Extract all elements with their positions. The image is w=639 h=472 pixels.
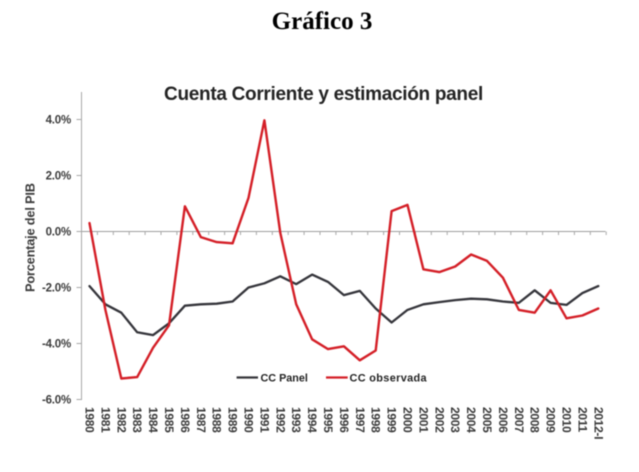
svg-text:2001: 2001	[416, 407, 430, 433]
svg-text:1992: 1992	[273, 407, 287, 433]
svg-text:1980: 1980	[83, 407, 97, 433]
svg-text:1988: 1988	[210, 407, 224, 433]
svg-text:Gráfico 3: Gráfico 3	[272, 8, 373, 35]
svg-text:2010: 2010	[560, 407, 574, 433]
svg-text:1986: 1986	[178, 407, 192, 433]
svg-text:1999: 1999	[385, 407, 399, 433]
svg-text:1984: 1984	[146, 407, 160, 433]
svg-text:1983: 1983	[130, 407, 144, 433]
svg-text:2006: 2006	[496, 407, 510, 433]
svg-text:CC Panel: CC Panel	[261, 373, 308, 385]
svg-text:2009: 2009	[544, 407, 558, 433]
svg-text:-2.0%: -2.0%	[42, 283, 71, 295]
svg-text:2.0%: 2.0%	[46, 171, 71, 183]
svg-text:1995: 1995	[321, 407, 335, 433]
svg-text:1996: 1996	[337, 407, 351, 433]
svg-text:2008: 2008	[528, 407, 542, 433]
svg-text:1993: 1993	[289, 407, 303, 433]
svg-text:1994: 1994	[305, 407, 319, 433]
svg-text:1982: 1982	[114, 407, 128, 433]
svg-text:1981: 1981	[98, 407, 112, 433]
svg-text:2003: 2003	[448, 407, 462, 433]
svg-text:2011: 2011	[575, 407, 589, 432]
svg-text:2004: 2004	[464, 407, 478, 433]
svg-text:1987: 1987	[194, 407, 208, 433]
svg-text:-4.0%: -4.0%	[42, 339, 71, 351]
svg-text:Cuenta Corriente y estimación: Cuenta Corriente y estimación panel	[164, 84, 483, 105]
svg-text:2005: 2005	[480, 407, 494, 433]
svg-text:1997: 1997	[353, 407, 367, 433]
svg-text:1990: 1990	[242, 407, 256, 433]
svg-text:0.0%: 0.0%	[46, 227, 71, 239]
svg-text:2007: 2007	[512, 407, 526, 433]
svg-text:2000: 2000	[401, 407, 415, 433]
svg-text:1991: 1991	[257, 407, 271, 433]
svg-text:2002: 2002	[432, 407, 446, 433]
svg-text:-6.0%: -6.0%	[42, 395, 71, 407]
svg-text:4.0%: 4.0%	[46, 115, 71, 127]
svg-text:1985: 1985	[162, 407, 176, 433]
svg-text:2012-I: 2012-I	[591, 407, 605, 439]
svg-text:1989: 1989	[226, 407, 240, 433]
svg-text:1998: 1998	[369, 407, 383, 433]
svg-text:Porcentaje del PIB: Porcentaje del PIB	[23, 183, 38, 292]
svg-text:CC observada: CC observada	[350, 373, 428, 385]
